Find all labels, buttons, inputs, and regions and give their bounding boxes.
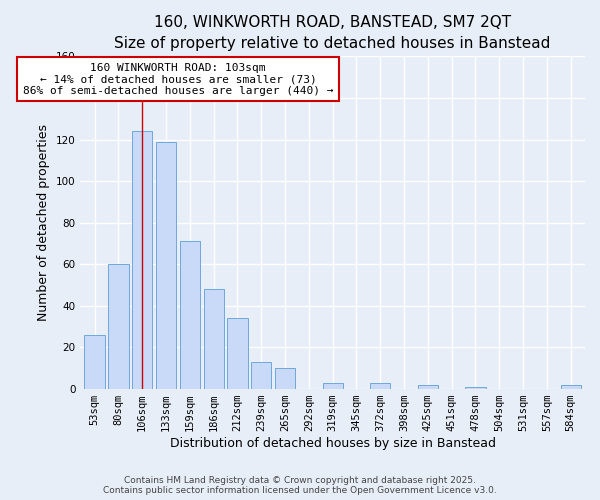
Bar [203, 290, 224, 389]
Text: 160 WINKWORTH ROAD: 103sqm
← 14% of detached houses are smaller (73)
86% of semi: 160 WINKWORTH ROAD: 103sqm ← 14% of deta… [23, 62, 333, 96]
Bar [370, 383, 391, 389]
Y-axis label: Number of detached properties: Number of detached properties [37, 124, 50, 321]
Bar [418, 385, 438, 389]
Bar [156, 142, 176, 389]
Bar [323, 383, 343, 389]
Title: 160, WINKWORTH ROAD, BANSTEAD, SM7 2QT
Size of property relative to detached hou: 160, WINKWORTH ROAD, BANSTEAD, SM7 2QT S… [115, 15, 551, 51]
Bar [275, 368, 295, 389]
Text: Contains HM Land Registry data © Crown copyright and database right 2025.
Contai: Contains HM Land Registry data © Crown c… [103, 476, 497, 495]
Bar [85, 335, 105, 389]
Bar [227, 318, 248, 389]
Bar [560, 385, 581, 389]
Bar [251, 362, 271, 389]
X-axis label: Distribution of detached houses by size in Banstead: Distribution of detached houses by size … [170, 437, 496, 450]
Bar [180, 242, 200, 389]
Bar [108, 264, 128, 389]
Bar [466, 387, 485, 389]
Bar [132, 131, 152, 389]
